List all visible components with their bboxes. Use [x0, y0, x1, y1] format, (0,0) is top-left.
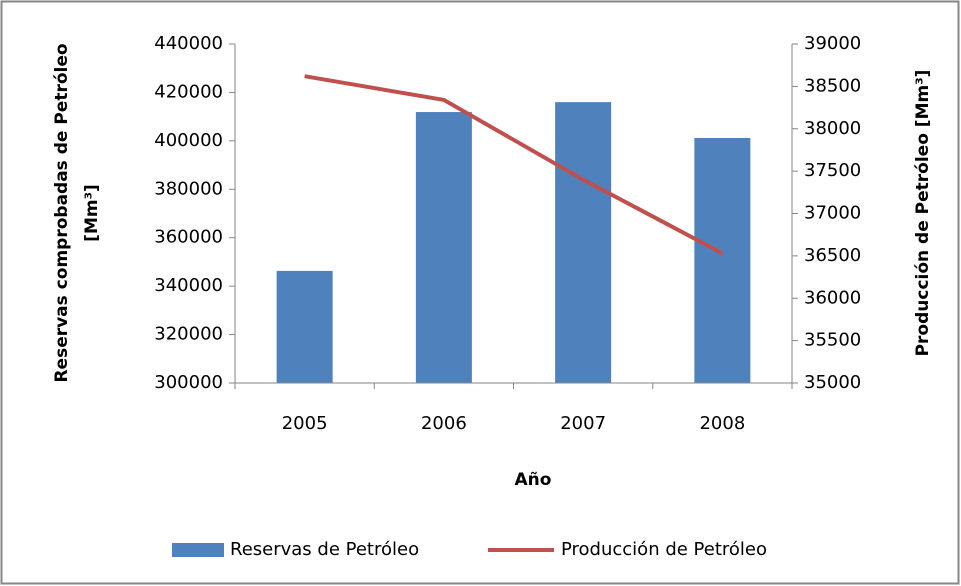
y-axis-label: [Mm³] — [82, 184, 102, 242]
legend-label: Producción de Petróleo — [561, 539, 767, 560]
line — [304, 74, 724, 256]
x-tick-label: 2005 — [282, 413, 328, 434]
y2-tick-label: 37000 — [804, 203, 861, 224]
x-tick-label: 2007 — [560, 413, 606, 434]
bar — [276, 270, 333, 383]
y2-tick-label: 36500 — [804, 245, 861, 266]
y-tick-label: 300000 — [154, 372, 223, 393]
y-tick-label: 320000 — [154, 324, 223, 345]
y-axis-label: Reservas comprobadas de Petróleo — [52, 43, 72, 382]
y2-tick-label: 37500 — [804, 160, 861, 181]
y2-tick-label: 35000 — [804, 372, 861, 393]
y-tick-label: 400000 — [154, 130, 223, 151]
y2-axis-label: Producción de Petróleo [Mm³] — [913, 70, 933, 357]
y2-tick-label: 35500 — [804, 330, 861, 351]
y-tick-label: 420000 — [154, 81, 223, 102]
y-tick-label: 340000 — [154, 275, 223, 296]
y2-tick-label: 38000 — [804, 118, 861, 139]
x-tick-label: 2006 — [421, 413, 467, 434]
y2-tick-label: 38500 — [804, 75, 861, 96]
y2-tick-label: 36000 — [804, 287, 861, 308]
bar — [694, 137, 751, 383]
y-tick-label: 360000 — [154, 227, 223, 248]
x-tick-label: 2008 — [699, 413, 745, 434]
y-tick-label: 380000 — [154, 178, 223, 199]
y-tick-label: 440000 — [154, 33, 223, 54]
y2-tick-label: 39000 — [804, 33, 861, 54]
bar — [415, 112, 472, 383]
legend-swatch — [172, 543, 224, 557]
bar — [555, 102, 612, 383]
x-axis-label: Año — [515, 470, 552, 490]
legend-label: Reservas de Petróleo — [230, 539, 419, 560]
